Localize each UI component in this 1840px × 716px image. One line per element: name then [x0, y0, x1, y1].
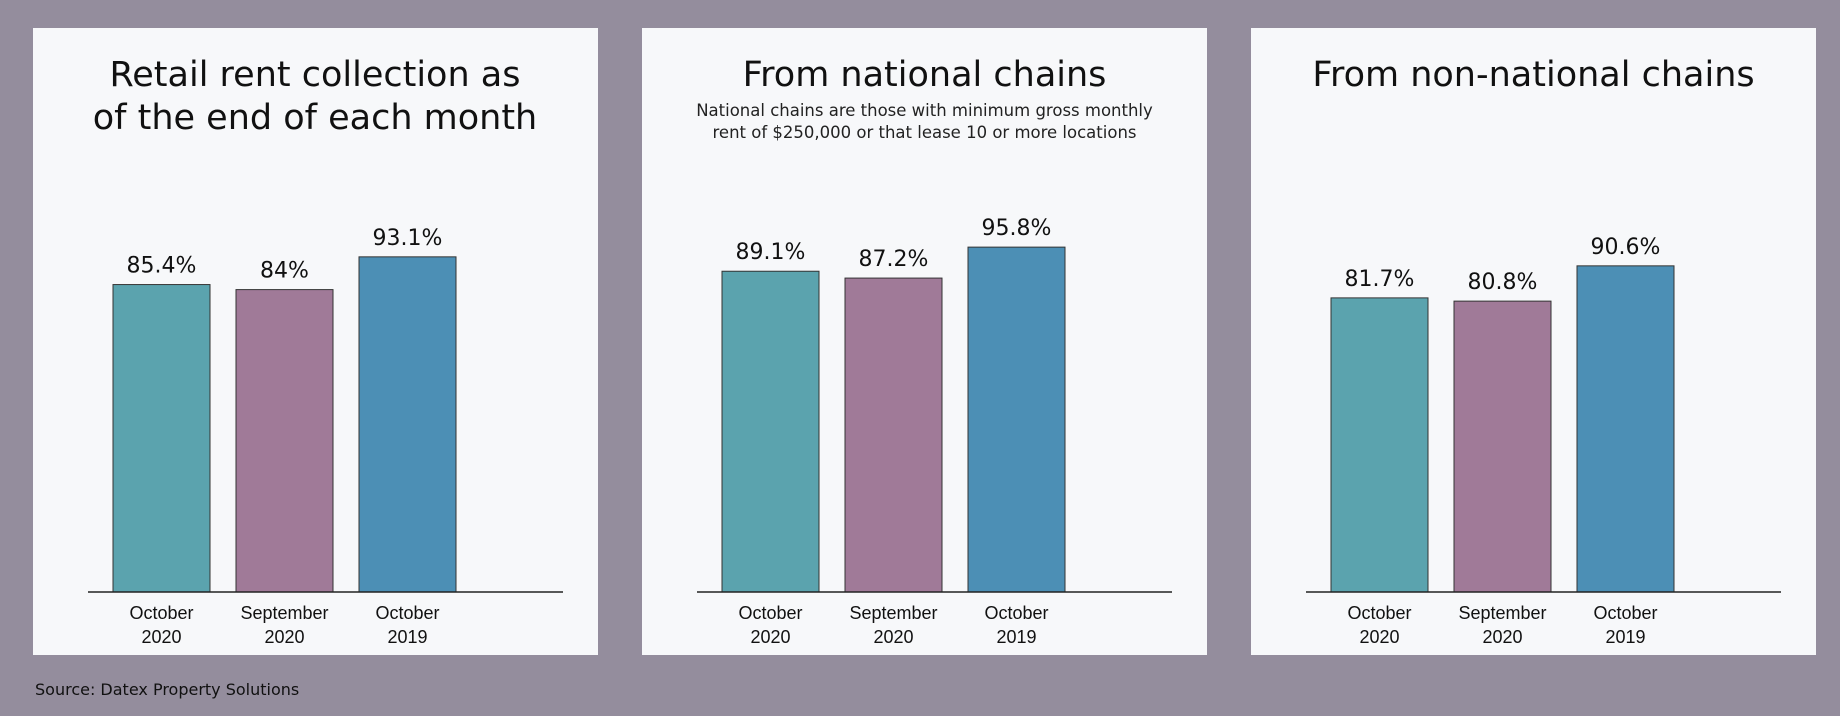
category-label: 2020	[264, 627, 304, 647]
bar-1	[844, 277, 943, 593]
bar-2	[1576, 265, 1675, 593]
bar-chart-national: 89.1% October 2020 87.2% September 2020 95.8% O…	[697, 216, 1172, 647]
bar-chart-non-national: 81.7% October 2020 80.8% September 2020 90.6% O…	[1306, 235, 1781, 647]
bar-2	[358, 256, 457, 593]
bar-value-label: 87.2%	[859, 247, 929, 272]
bar-value-label: 84%	[260, 259, 309, 284]
category-label: September	[240, 603, 328, 623]
category-label: 2020	[873, 627, 913, 647]
category-label: October	[738, 603, 802, 623]
category-label: October	[1347, 603, 1411, 623]
bar-0	[112, 284, 211, 593]
category-label: October	[1593, 603, 1657, 623]
category-label: October	[129, 603, 193, 623]
category-label: October	[984, 603, 1048, 623]
bar-0	[721, 270, 820, 593]
bar-1	[235, 289, 334, 593]
category-label: 2020	[1482, 627, 1522, 647]
bar-value-label: 85.4%	[127, 254, 197, 279]
bar-value-label: 95.8%	[982, 216, 1052, 241]
category-label: 2020	[141, 627, 181, 647]
category-label: 2020	[750, 627, 790, 647]
chart-subtitle: National chains are those with minimum g…	[696, 101, 1153, 142]
bar-value-label: 81.7%	[1345, 267, 1415, 292]
chart-panel-national: From national chains National chains are…	[642, 28, 1207, 655]
bar-2	[967, 246, 1066, 593]
chart-panel-non-national: From non-national chains 81.7% October 202…	[1251, 28, 1816, 655]
category-label: September	[1458, 603, 1546, 623]
category-label: 2020	[1359, 627, 1399, 647]
bar-value-label: 90.6%	[1591, 235, 1661, 260]
category-label: September	[849, 603, 937, 623]
bar-value-label: 89.1%	[736, 240, 806, 265]
chart-panel-total: Retail rent collection as of the end of …	[33, 28, 598, 655]
bar-value-label: 93.1%	[373, 226, 443, 251]
category-label: 2019	[387, 627, 427, 647]
chart-title: From non-national chains	[1312, 55, 1755, 95]
bar-value-label: 80.8%	[1468, 270, 1538, 295]
source-note: Source: Datex Property Solutions	[35, 680, 300, 699]
bar-0	[1330, 297, 1429, 593]
bar-1	[1453, 300, 1552, 593]
chart-title: From national chains	[742, 55, 1107, 95]
category-label: 2019	[996, 627, 1036, 647]
bar-chart-total: 85.4% October 2020 84% September 2020 93.1% Oct…	[88, 226, 563, 647]
category-label: October	[375, 603, 439, 623]
chart-title: Retail rent collection as of the end of …	[92, 55, 538, 138]
category-label: 2019	[1605, 627, 1645, 647]
